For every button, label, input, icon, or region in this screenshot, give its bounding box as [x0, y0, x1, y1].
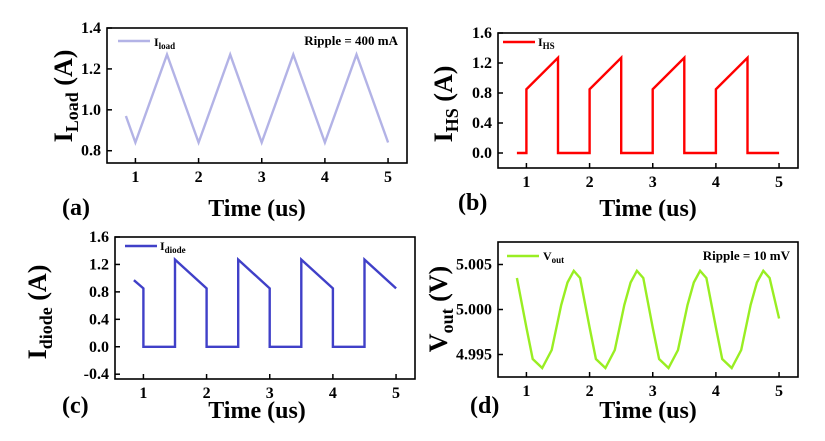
panel-c-ticks: 1 2 3 4 5 -0.4 0.0 0.4 0.8 1.2 1.6	[84, 229, 400, 402]
panel-c: 1 2 3 4 5 -0.4 0.0 0.4 0.8 1.2 1.6 Idiode (A) Time…	[23, 229, 416, 424]
panel-a: 1 2 3 4 5 0.8 1.0 1.2 1.4 ILoad (A) Time (us) (a…	[49, 20, 408, 222]
panel-c-x-tick-label: 4	[329, 385, 337, 402]
panel-b-x-tick-label: 5	[775, 174, 783, 191]
panel-a-series-line	[124, 51, 390, 147]
panel-b-y-tick-label: 1.2	[472, 55, 492, 72]
panel-d-y-axis-label: Vout (V)	[424, 266, 457, 352]
panel-b-marks	[516, 54, 780, 155]
panel-b-plot-frame	[497, 32, 799, 169]
panel-b-legend-label: IHS	[538, 35, 555, 51]
panel-d-x-tick-label: 3	[649, 383, 657, 400]
panel-a-x-tick-label: 3	[258, 169, 266, 186]
panel-d-x-tick-label: 2	[586, 383, 594, 400]
panel-b-series-line	[516, 54, 780, 155]
panel-c-marks	[133, 256, 397, 348]
panel-a-y-tick-label: 1.2	[81, 61, 101, 78]
panel-c-x-tick-label: 3	[266, 385, 274, 402]
panel-d-ticks: 1 2 3 4 5 4.995 5.000 5.005	[456, 257, 783, 401]
panel-a-marks	[124, 51, 390, 147]
panel-b-y-tick-label: 0.4	[472, 115, 492, 132]
panel-a-annotation: Ripple = 400 mA	[304, 33, 398, 48]
panel-c-y-axis-label: Idiode (A)	[23, 265, 56, 360]
panel-a-plot-frame	[106, 27, 408, 164]
panel-b-ticks: 1 2 3 4 5 0.0 0.4 0.8 1.2 1.6	[472, 25, 783, 191]
panel-c-x-tick-label: 5	[392, 385, 400, 402]
panel-c-legend-label: Idiode	[160, 239, 186, 255]
panel-d-legend-label: Vout	[543, 249, 564, 265]
panel-a-label: (a)	[62, 195, 90, 221]
panel-c-y-tick-label: -0.4	[84, 366, 109, 383]
panel-a-x-tick-label: 1	[131, 169, 139, 186]
panel-a-legend-label: Iload	[154, 35, 175, 51]
panel-a-ticks: 1 2 3 4 5 0.8 1.0 1.2 1.4	[81, 20, 392, 186]
panel-c-plot-frame	[114, 236, 416, 380]
panel-b-y-axis-label: IHS (A)	[429, 66, 462, 143]
panel-d-y-tick-label: 5.000	[456, 302, 492, 319]
panel-b-y-tick-label: 1.6	[472, 25, 492, 42]
panel-c-x-axis-label: Time (us)	[208, 398, 306, 424]
panel-c-y-tick-label: 1.6	[89, 229, 109, 246]
panel-d-series-line	[515, 268, 781, 370]
panel-c-x-tick-label: 2	[203, 385, 211, 402]
panel-b-y-tick-label: 0.8	[472, 85, 492, 102]
panel-c-x-tick-label: 1	[139, 385, 147, 402]
panel-d-x-tick-label: 4	[712, 383, 720, 400]
panel-d-marks	[515, 268, 781, 370]
panel-c-y-tick-label: 0.4	[89, 311, 109, 328]
panel-d-x-tick-label: 5	[775, 383, 783, 400]
panel-c-series-line	[133, 256, 397, 348]
panel-b-x-tick-label: 1	[522, 174, 530, 191]
panel-b: 1 2 3 4 5 0.0 0.4 0.8 1.2 1.6 IHS (A) Time (us) (…	[429, 25, 799, 222]
panel-b-x-tick-label: 2	[586, 174, 594, 191]
panel-d-y-tick-label: 5.005	[456, 257, 492, 274]
panel-c-y-tick-label: 1.2	[89, 256, 109, 273]
panel-b-x-tick-label: 3	[649, 174, 657, 191]
panel-b-x-tick-label: 4	[712, 174, 720, 191]
panel-a-y-tick-label: 1.0	[81, 102, 101, 119]
panel-a-y-tick-label: 0.8	[81, 143, 101, 160]
panel-a-x-tick-label: 2	[195, 169, 203, 186]
panel-b-y-tick-label: 0.0	[472, 145, 492, 162]
panel-c-label: (c)	[62, 393, 89, 419]
panel-d-label: (d)	[470, 393, 499, 419]
panel-a-y-axis-label: ILoad (A)	[49, 50, 82, 143]
panel-d-x-tick-label: 1	[522, 383, 530, 400]
panel-a-x-tick-label: 4	[321, 169, 329, 186]
panel-b-label: (b)	[458, 190, 487, 216]
panel-c-y-tick-label: 0.0	[89, 339, 109, 356]
panel-d-y-tick-label: 4.995	[456, 347, 492, 364]
panel-a-y-tick-label: 1.4	[81, 20, 101, 37]
panel-a-x-tick-label: 5	[384, 169, 392, 186]
panel-b-x-axis-label: Time (us)	[599, 196, 697, 222]
panel-a-x-axis-label: Time (us)	[208, 196, 306, 222]
panel-c-y-tick-label: 0.8	[89, 284, 109, 301]
panel-d-annotation: Ripple = 10 mV	[703, 248, 791, 263]
panel-d-x-axis-label: Time (us)	[599, 398, 697, 424]
